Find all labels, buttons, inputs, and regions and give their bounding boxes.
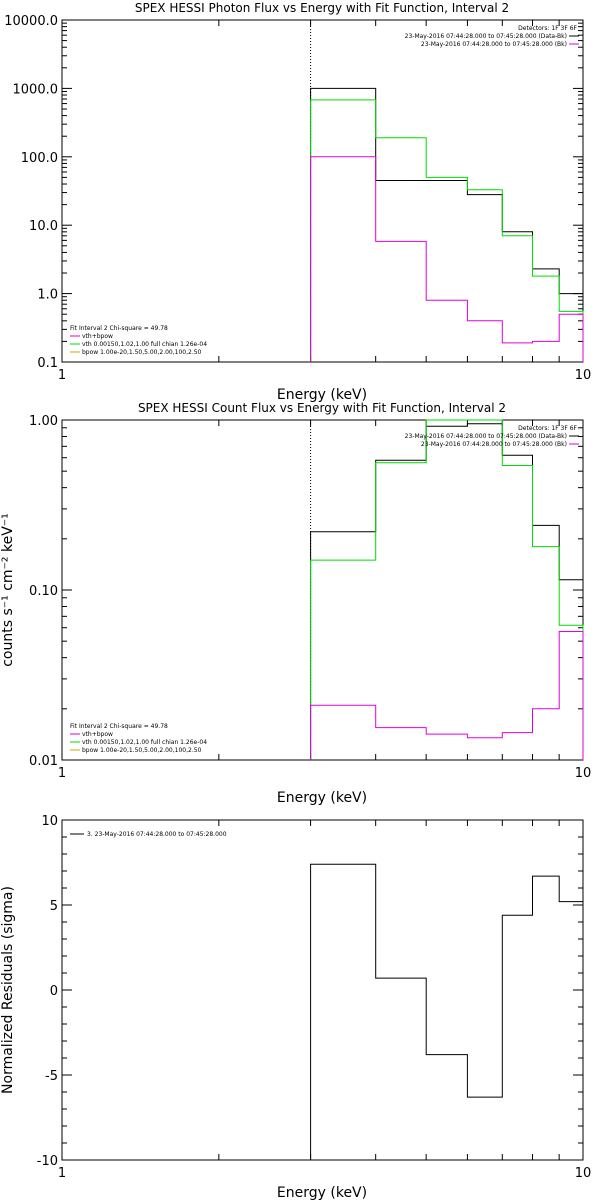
count-flux-legend-bottom-text: vth+bpow bbox=[82, 731, 113, 738]
count-flux-title: SPEX HESSI Count Flux vs Energy with Fit… bbox=[138, 401, 506, 415]
photon-flux-series-1-step-line bbox=[310, 99, 584, 362]
count-flux-legend-top-text: Detectors: 1F 3F 6F bbox=[518, 425, 577, 432]
photon-flux-y-tick-label: 100.0 bbox=[21, 151, 58, 166]
residuals-legend-text: 3. 23-May-2016 07:44:28.000 to 07:45:28.… bbox=[87, 831, 227, 838]
count-flux-y-tick-label: 1.00 bbox=[29, 414, 58, 429]
residuals-x-tick-label: 1 bbox=[58, 1166, 66, 1181]
photon-flux-legend-top-text: 23-May-2016 07:44:28.000 to 07:45:28.000… bbox=[405, 33, 567, 40]
photon-flux-y-tick-label: 0.1 bbox=[37, 356, 58, 371]
photon-flux-title: SPEX HESSI Photon Flux vs Energy with Fi… bbox=[135, 1, 509, 15]
residuals-y-tick-label: 10 bbox=[41, 814, 58, 829]
count-flux-legend-bottom-text: Fit Interval 2 Chi-square = 49.78 bbox=[70, 723, 168, 730]
count-flux-legend-top-text: 23-May-2016 07:44:28.000 to 07:45:28.000… bbox=[421, 441, 567, 448]
residuals-x-tick-label: 10 bbox=[575, 1166, 592, 1181]
photon-flux-y-tick-label: 10.0 bbox=[29, 219, 58, 234]
residuals-y-tick-label: -10 bbox=[37, 1154, 58, 1169]
count-flux-series-2-step-line bbox=[310, 631, 584, 760]
residuals-series-0-step-line bbox=[310, 863, 584, 1160]
photon-flux-x-tick-label: 1 bbox=[58, 368, 66, 383]
count-flux-series-1-step-line bbox=[310, 419, 584, 760]
photon-flux-y-tick-label: 10000.0 bbox=[4, 14, 58, 29]
count-flux-legend-bottom-text: vth 0.00150,1.02,1.00 full chian 1.26e-0… bbox=[82, 739, 207, 746]
photon-flux-plot-frame bbox=[61, 19, 584, 363]
photon-flux-legend-bottom-text: bpow 1.00e-20,1.50,5.00,2.00,100,2.50 bbox=[82, 349, 202, 356]
count-flux-panel: SPEX HESSI Count Flux vs Energy with Fit… bbox=[0, 401, 591, 806]
count-flux-legend-bottom-text: bpow 1.00e-20,1.50,5.00,2.00,100,2.50 bbox=[82, 747, 202, 754]
photon-flux-xlabel: Energy (keV) bbox=[277, 387, 367, 403]
count-flux-y-tick-label: 0.10 bbox=[29, 584, 58, 599]
count-flux-x-tick-label: 10 bbox=[575, 766, 592, 781]
count-flux-ylabel: counts s⁻¹ cm⁻² keV⁻¹ bbox=[0, 513, 16, 667]
residuals-y-tick-label: -5 bbox=[45, 1069, 58, 1084]
photon-flux-panel: SPEX HESSI Photon Flux vs Energy with Fi… bbox=[4, 1, 591, 403]
residuals-ylabel: Normalized Residuals (sigma) bbox=[0, 886, 16, 1094]
count-flux-y-tick-label: 0.01 bbox=[29, 754, 58, 769]
count-flux-x-tick-label: 1 bbox=[58, 766, 66, 781]
count-flux-legend-top-text: 23-May-2016 07:44:28.000 to 07:45:28.000… bbox=[405, 433, 567, 440]
residuals-y-tick-label: 5 bbox=[50, 899, 58, 914]
photon-flux-legend-top-text: 23-May-2016 07:44:28.000 to 07:45:28.000… bbox=[421, 41, 567, 48]
residuals-y-tick-label: 0 bbox=[50, 984, 58, 999]
photon-flux-legend-bottom-text: vth 0.00150,1.02,1.00 full chian 1.26e-0… bbox=[82, 341, 207, 348]
photon-flux-series-2-step-line bbox=[310, 156, 584, 362]
photon-flux-y-tick-label: 1.0 bbox=[37, 288, 58, 303]
photon-flux-y-tick-label: 1000.0 bbox=[13, 82, 59, 97]
photon-flux-legend-top-text: Detectors: 1F 3F 6F bbox=[518, 25, 577, 32]
count-flux-xlabel: Energy (keV) bbox=[277, 790, 367, 806]
photon-flux-legend-bottom-text: Fit Interval 2 Chi-square = 49.78 bbox=[70, 325, 168, 332]
photon-flux-legend-bottom-text: vth+bpow bbox=[82, 333, 113, 340]
residuals-panel: Energy (keV) Normalized Residuals (sigma… bbox=[0, 814, 592, 1201]
residuals-xlabel: Energy (keV) bbox=[277, 1185, 367, 1200]
photon-flux-x-tick-label: 10 bbox=[575, 368, 592, 383]
